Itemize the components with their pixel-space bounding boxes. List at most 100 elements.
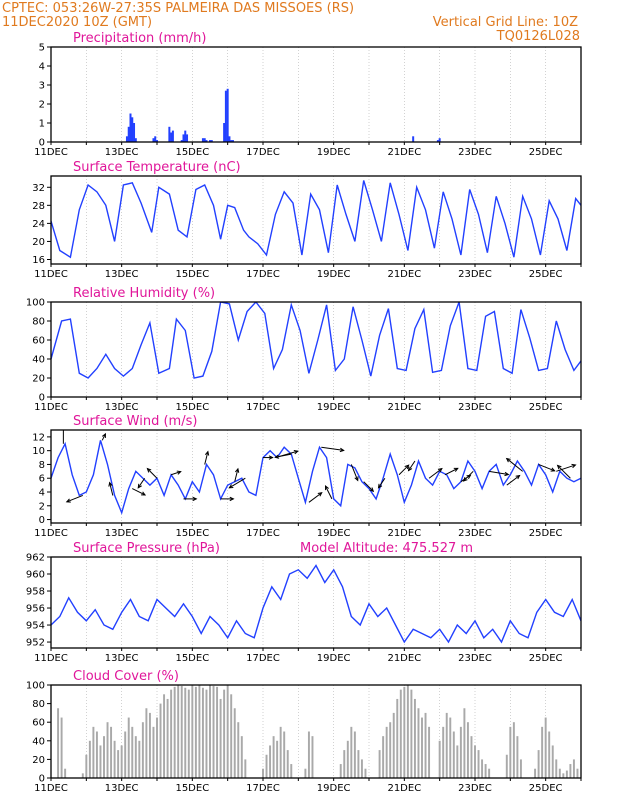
wind-vector-head <box>504 471 510 477</box>
wind-vector-head <box>505 457 511 463</box>
y-tick-label: 4 <box>39 488 45 499</box>
x-tick-label: 23DEC <box>458 269 492 280</box>
wind-vector <box>321 446 345 453</box>
y-tick-label: 954 <box>26 621 45 632</box>
wind-vector-shaft <box>66 494 83 503</box>
y-tick-label: 80 <box>32 699 45 710</box>
wind-vector <box>146 467 158 479</box>
wind-vector-head <box>141 491 147 496</box>
cloud-title: Cloud Cover (%) <box>73 669 179 684</box>
cloud-bar <box>565 770 568 778</box>
precip-bar <box>125 136 128 142</box>
x-tick-label: 15DEC <box>175 528 209 539</box>
precip-bar <box>127 126 130 142</box>
wind-vector-head <box>407 466 413 472</box>
y-tick-label: 8 <box>39 460 45 471</box>
cloud-bar <box>360 759 363 778</box>
wind-vector-head <box>550 467 556 472</box>
x-tick-label: 11DEC <box>34 402 68 413</box>
cloud-bar <box>173 686 176 778</box>
cloud-bar <box>576 768 579 778</box>
cloud-bar <box>272 736 275 778</box>
y-tick-label: 0 <box>39 393 45 404</box>
wind-vector-shaft <box>101 433 106 441</box>
cloud-bar <box>470 736 473 778</box>
wind-vector-head <box>176 470 182 475</box>
precip-bar <box>438 138 441 142</box>
wind-vector-head <box>192 496 198 502</box>
wind-vector <box>444 467 459 476</box>
cloud-bar <box>442 726 445 778</box>
panels: 11DEC 13DEC 15DEC 17DEC 19DEC 21DEC 23DEC 25DEC… <box>26 31 582 794</box>
wind-vector-head <box>354 476 359 482</box>
wind-vector <box>263 455 274 460</box>
wind-vector <box>228 477 246 489</box>
wind-vector-shaft <box>308 492 323 503</box>
temperature-marks <box>51 180 581 259</box>
pressure-title: Surface Pressure (hPa) <box>73 541 220 556</box>
wind-vector <box>220 496 235 502</box>
cloud-bar <box>156 717 158 778</box>
wind-vector-head <box>62 421 65 425</box>
x-tick-label: 13DEC <box>105 653 139 664</box>
cloud-bar <box>421 717 423 778</box>
cloud-bar <box>145 708 148 778</box>
wind-vector-shaft <box>204 451 209 465</box>
cloud-bar <box>428 726 431 778</box>
wind-vector-shaft <box>137 477 146 489</box>
cloud-bar <box>438 740 441 778</box>
wind-vector-head <box>317 492 323 497</box>
precip-bar <box>154 136 157 142</box>
wind-vector-shaft <box>234 468 239 482</box>
x-tick-label: 25DEC <box>529 528 563 539</box>
cloud-bar <box>424 712 427 778</box>
wind-vector <box>398 464 410 476</box>
y-tick-label: 2 <box>39 501 45 512</box>
wind-vector <box>274 453 292 459</box>
y-tick-label: 0 <box>39 515 45 526</box>
wind-panel: 11DEC 13DEC 15DEC 17DEC 19DEC 21DEC 23DEC 25DEC… <box>32 414 582 539</box>
cloud-bar <box>103 736 105 778</box>
x-tick-label: 19DEC <box>317 783 351 794</box>
cloud-bar <box>240 736 243 778</box>
wind-vector <box>183 496 198 502</box>
x-tick-label: 25DEC <box>529 653 563 664</box>
wind-vector-head <box>339 447 345 453</box>
cloud-bar <box>194 686 197 778</box>
precip-bar <box>210 140 213 142</box>
cloud-bar <box>120 745 123 778</box>
cloud-bar <box>226 685 229 778</box>
precip-bar <box>231 140 234 142</box>
cloud-bar <box>148 712 151 778</box>
cloud-bar <box>413 698 416 778</box>
x-tick-label: 19DEC <box>317 402 351 413</box>
wind-vector-head <box>324 485 329 491</box>
wind-vector <box>324 485 333 500</box>
wind-vector <box>108 481 114 496</box>
wind-vector-shaft <box>229 477 246 489</box>
cloud-bar <box>392 712 395 778</box>
temperature-series-line <box>51 180 581 259</box>
x-tick-label: 23DEC <box>458 147 492 158</box>
y-tick-label: 10 <box>32 446 45 457</box>
precip-bar <box>168 126 171 142</box>
x-tick-label: 13DEC <box>105 783 139 794</box>
cloud-bar <box>141 722 144 778</box>
wind-vector-shaft <box>325 485 333 500</box>
y-tick-label: 80 <box>32 317 45 328</box>
y-tick-label: 0 <box>39 138 45 149</box>
x-tick-label: 25DEC <box>529 147 563 158</box>
cloud-bar <box>262 768 264 778</box>
precip-bar <box>180 140 183 142</box>
precip-bar <box>230 140 233 142</box>
precip-bar <box>133 123 136 142</box>
y-tick-label: 20 <box>32 755 45 766</box>
x-tick-label: 23DEC <box>458 402 492 413</box>
wind-vector-head <box>137 483 142 489</box>
precip-bar <box>203 138 206 142</box>
x-tick-label: 17DEC <box>246 147 280 158</box>
y-tick-label: 60 <box>32 336 45 347</box>
x-tick-label: 21DEC <box>387 528 421 539</box>
x-tick-label: 17DEC <box>246 653 280 664</box>
